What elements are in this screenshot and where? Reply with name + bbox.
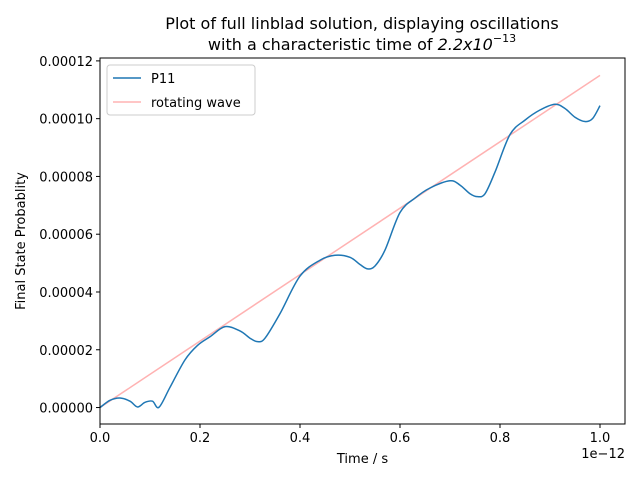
x-tick-label: 0.0	[90, 431, 111, 446]
series-layer	[99, 74, 601, 409]
title-line-2: with a characteristic time of 2.2x10−13	[208, 32, 516, 54]
x-tick-label: 0.2	[190, 431, 211, 446]
x-offset-label: 1e−12	[581, 447, 625, 462]
y-tick-label: 0.00006	[39, 228, 93, 243]
title-math-exponent: −13	[493, 32, 516, 45]
x-tick-label: 0.6	[390, 431, 411, 446]
x-axis-label: Time / s	[336, 452, 388, 467]
y-tick-label: 0.00002	[39, 344, 93, 359]
legend-box	[106, 64, 256, 116]
series-line-p11	[99, 103, 601, 409]
legend: P11 rotating wave	[106, 64, 256, 116]
y-tick-label: 0.00000	[39, 402, 93, 417]
title-line-2-prefix: with a characteristic time of	[208, 35, 438, 54]
y-tick-label: 0.00008	[39, 170, 93, 185]
y-axis-label: Final State Probablity	[14, 172, 29, 310]
x-tick-label: 1.0	[590, 431, 611, 446]
legend-label-p11: P11	[151, 72, 175, 87]
ticks-layer: 0.0 0.2 0.4 0.6 0.8 1.0 0.00000 0.00002 0.00004 0…	[39, 55, 610, 446]
axes-frame	[99, 57, 626, 425]
series-line-rotating-wave	[99, 74, 601, 409]
x-tick-label: 0.4	[290, 431, 311, 446]
legend-label-rotating-wave: rotating wave	[151, 96, 241, 111]
plot-background	[100, 58, 625, 424]
title-line-1: Plot of full linblad solution, displayin…	[165, 14, 558, 33]
title-math-base: 2.2x10	[438, 35, 493, 54]
y-tick-label: 0.00012	[39, 55, 93, 70]
x-tick-label: 0.8	[490, 431, 511, 446]
plot-title: Plot of full linblad solution, displayin…	[165, 14, 558, 54]
y-tick-label: 0.00004	[39, 286, 93, 301]
y-tick-label: 0.00010	[39, 113, 93, 128]
plot-area: 0.0 0.2 0.4 0.6 0.8 1.0 0.00000 0.00002 0.00004 0…	[39, 55, 626, 446]
